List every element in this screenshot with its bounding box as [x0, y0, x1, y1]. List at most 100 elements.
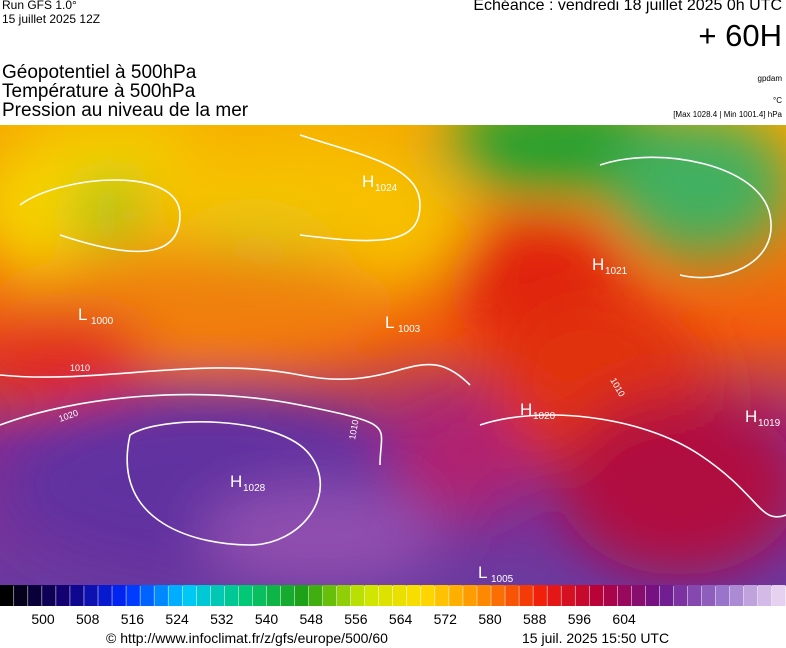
color-swatch: [757, 585, 772, 606]
color-swatch: [196, 585, 211, 606]
color-swatch: [56, 585, 70, 606]
color-swatch: [280, 585, 295, 606]
center-value: 1000: [91, 316, 114, 327]
isobars: [0, 134, 786, 546]
isobar: [599, 156, 772, 279]
center-letter: L: [78, 305, 87, 324]
color-swatch: [477, 585, 491, 606]
isobar: [19, 179, 181, 253]
color-swatch: [126, 585, 140, 606]
pressure-center: H 1021: [592, 255, 628, 277]
isobar-label: 1010: [347, 419, 360, 440]
generated-time: 15 juil. 2025 15:50 UTC: [522, 630, 670, 646]
color-swatch: [421, 585, 435, 606]
pressure-center: H 1024: [362, 172, 398, 194]
scale-label: 500: [31, 611, 55, 627]
scale-label: 532: [210, 611, 234, 627]
color-swatch: [687, 585, 702, 606]
isobar: [0, 363, 471, 386]
color-swatch: [463, 585, 477, 606]
color-scale-labels: 500 508 516 524 532 540 548 556 564 572 580 588 596 6…: [31, 611, 636, 627]
color-swatch: [505, 585, 519, 606]
color-swatch: [182, 585, 196, 606]
pressure-center: H 1019: [745, 407, 781, 429]
field-title: Température à 500hPa: [2, 81, 196, 102]
center-value: 1021: [605, 266, 628, 277]
color-swatch: [743, 585, 758, 606]
color-swatch: [435, 585, 449, 606]
center-value: 1003: [398, 324, 421, 335]
color-swatch: [547, 585, 561, 606]
color-swatch: [715, 585, 730, 606]
color-swatch: [645, 585, 660, 606]
scale-label: 524: [165, 611, 189, 627]
color-swatch: [617, 585, 632, 606]
scale-label: 596: [568, 611, 592, 627]
color-swatch: [336, 585, 351, 606]
color-swatch: [491, 585, 505, 606]
scale-label: 556: [344, 611, 368, 627]
run-date: 15 juillet 2025 12Z: [2, 12, 101, 26]
field-title: Pression au niveau de la mer: [2, 100, 249, 121]
color-swatch: [533, 585, 547, 606]
color-swatch: [252, 585, 267, 606]
isobar: [479, 414, 786, 518]
color-swatch: [519, 585, 533, 606]
scale-label: 572: [434, 611, 458, 627]
color-swatch: [589, 585, 604, 606]
color-scale: [0, 585, 786, 606]
isobar: [299, 134, 421, 242]
color-swatch: [449, 585, 463, 606]
color-swatch: [266, 585, 281, 606]
valid-time: Echéance : vendredi 18 juillet 2025 0h U…: [473, 0, 782, 14]
isobar: [0, 393, 383, 466]
color-swatch: [350, 585, 365, 606]
color-swatch: [14, 585, 28, 606]
scale-label: 588: [523, 611, 547, 627]
scale-label: 580: [478, 611, 502, 627]
color-swatch: [729, 585, 744, 606]
center-value: 1028: [243, 483, 266, 494]
color-swatch: [393, 585, 407, 606]
color-swatch: [631, 585, 646, 606]
temperature-field: [0, 125, 786, 585]
center-value: 1024: [375, 183, 398, 194]
color-swatch: [364, 585, 379, 606]
color-swatch: [659, 585, 674, 606]
unit-label: °C: [773, 96, 782, 105]
scale-label: 508: [76, 611, 100, 627]
center-letter: L: [478, 563, 487, 582]
run-label: Run GFS 1.0°: [2, 0, 77, 12]
lead-time: + 60H: [698, 18, 782, 53]
scale-label: 564: [389, 611, 413, 627]
center-value: 1020: [533, 411, 556, 422]
color-swatch: [112, 585, 126, 606]
center-letter: H: [520, 400, 532, 419]
scale-label: 540: [255, 611, 279, 627]
unit-label: [Max 1028.4 | Min 1001.4] hPa: [673, 110, 782, 119]
color-swatch: [84, 585, 98, 606]
color-swatch: [294, 585, 309, 606]
color-swatch: [308, 585, 323, 606]
scale-label: 604: [612, 611, 636, 627]
color-swatch: [140, 585, 154, 606]
color-swatch: [575, 585, 589, 606]
color-swatch: [168, 585, 182, 606]
center-letter: H: [230, 472, 242, 491]
color-swatch: [561, 585, 575, 606]
color-swatch: [70, 585, 84, 606]
color-swatch: [771, 585, 786, 606]
color-swatch: [0, 585, 14, 606]
color-swatch: [154, 585, 168, 606]
color-swatch: [673, 585, 688, 606]
color-swatch: [238, 585, 253, 606]
color-swatch: [701, 585, 716, 606]
color-swatch: [224, 585, 239, 606]
scale-label: 516: [121, 611, 145, 627]
unit-label: gpdam: [757, 74, 782, 83]
scale-label: 548: [300, 611, 324, 627]
color-swatch: [407, 585, 421, 606]
color-swatch: [28, 585, 42, 606]
